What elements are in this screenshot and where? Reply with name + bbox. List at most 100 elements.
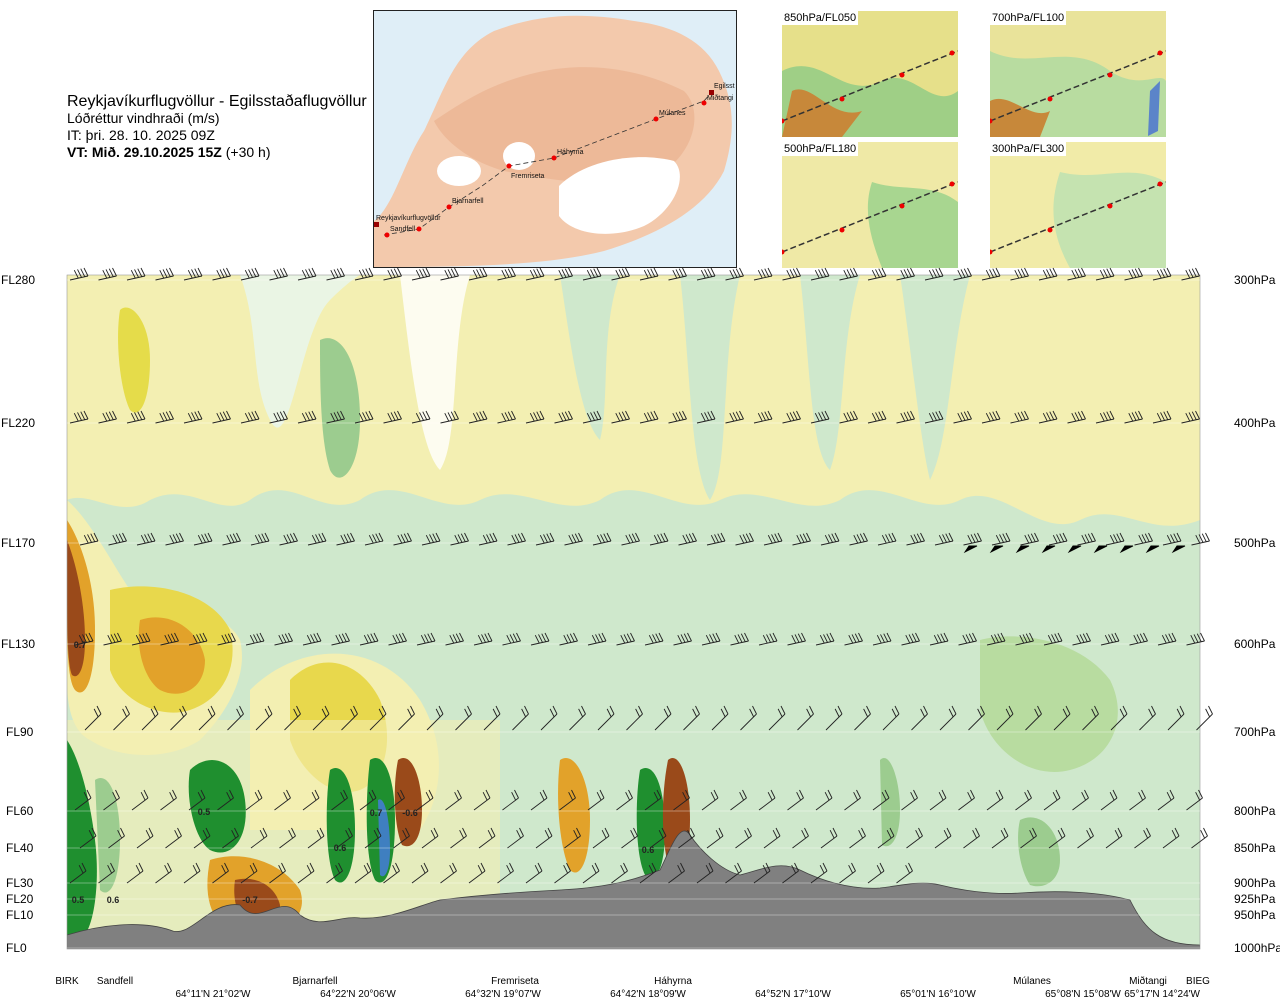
wind-barb-feather	[940, 633, 946, 642]
wind-barb-feather	[769, 633, 775, 642]
wind-barb-feather	[1143, 632, 1148, 642]
wind-barb-feather	[977, 532, 982, 542]
x-coord-label: 64°22'N 20°06'W	[320, 989, 396, 1000]
fl-label-fl280: FL280	[1, 273, 35, 287]
wind-barb-feather	[786, 412, 792, 422]
wind-barb-feather	[492, 532, 498, 542]
wind-barb-flag	[1171, 545, 1186, 554]
wind-barb-feather	[888, 533, 894, 542]
wind-barb-feather	[1002, 533, 1008, 542]
wind-barb-feather	[723, 705, 729, 715]
wind-barb-feather	[283, 791, 289, 801]
wind-barb-feather	[229, 789, 234, 799]
wind-barb-feather	[372, 534, 377, 543]
wind-barb-feather	[853, 791, 859, 801]
thumbnail-300hpa[interactable]: 300hPa/FL300	[990, 142, 1166, 268]
wind-barb-feather	[113, 633, 119, 642]
wind-barb-feather	[1196, 633, 1202, 642]
wind-barb-feather	[450, 268, 456, 277]
wind-barb	[297, 418, 317, 424]
x-name-label: Bjarnarfell	[292, 976, 337, 987]
wind-barb-feather	[534, 634, 540, 644]
thumbnail-500hpa[interactable]: 500hPa/FL180	[782, 142, 958, 268]
fl-label-fl170: FL170	[1, 536, 35, 550]
wind-barb-feather	[376, 827, 382, 837]
wind-barb-feather	[197, 410, 203, 420]
wind-barb-feather	[197, 267, 203, 277]
wind-barb	[160, 640, 179, 646]
wind-barb-feather	[1176, 708, 1182, 718]
wind-barb-feather	[963, 268, 969, 277]
wind-barb-feather	[174, 829, 180, 839]
wind-barb-feather	[732, 269, 738, 278]
wind-barb-feather	[140, 534, 146, 544]
wind-barb-feather	[305, 269, 310, 278]
wind-barb-feather	[906, 411, 912, 420]
wind-barb-feather	[345, 632, 350, 642]
wind-barb-feather	[630, 632, 635, 642]
wind-barb-feather	[415, 269, 421, 279]
thumbnail-700hpa[interactable]: 700hPa/FL100	[990, 11, 1166, 137]
wind-barb-feather	[1081, 534, 1087, 544]
wind-barb-feather	[1014, 412, 1020, 422]
wind-barb-feather	[373, 632, 379, 642]
wind-barb	[963, 540, 982, 546]
wind-barb-feather	[628, 534, 634, 543]
wind-barb-feather	[625, 791, 631, 801]
wind-barb-feather	[249, 634, 255, 644]
wind-barb-feather	[863, 708, 869, 718]
wind-barb	[98, 418, 117, 424]
wind-barb	[445, 640, 464, 646]
destination-marker	[709, 90, 714, 95]
wind-barb-feather	[546, 533, 552, 542]
wind-barb-feather	[643, 412, 649, 422]
wind-barb-feather	[87, 534, 92, 543]
wind-barb-feather	[801, 829, 807, 839]
wind-barb-feather	[450, 411, 456, 420]
wind-barb-feather	[1141, 534, 1147, 543]
wind-barb-feather	[910, 791, 916, 801]
wind-barb-feather	[675, 269, 681, 278]
x-name-label: BIRK	[55, 976, 79, 987]
wind-barb-feather	[476, 412, 481, 421]
wind-barb-feather	[283, 410, 288, 420]
wind-barb-feather	[422, 411, 428, 420]
wind-barb-feather	[533, 269, 538, 278]
x-coord-label: 64°52'N 17°10'W	[755, 989, 831, 1000]
wind-barb-feather	[977, 708, 983, 718]
wind-barb-feather	[371, 789, 377, 799]
wind-barb-feather	[88, 632, 94, 642]
wind-barb-feather	[1109, 791, 1115, 801]
wind-barb-feather	[918, 827, 923, 837]
wind-barb-feather	[1138, 267, 1143, 277]
wind-barb-feather	[140, 267, 146, 277]
wind-barb-feather	[1185, 269, 1191, 279]
pressure-label-900hpa: 900hPa	[1234, 876, 1276, 890]
wind-barb-feather	[630, 829, 636, 839]
wind-barb-feather	[462, 827, 467, 837]
wind-barb-feather	[145, 632, 151, 642]
wind-barb-feather	[858, 632, 863, 642]
wind-barb-feather	[717, 533, 723, 542]
wind-barb-feather	[335, 634, 341, 644]
wind-barb-feather	[407, 708, 413, 718]
wind-barb-feather	[604, 827, 610, 837]
wind-barb-feather	[234, 827, 239, 837]
wind-barb-feather	[167, 634, 173, 643]
wind-barb-feather	[677, 634, 683, 644]
wind-barb-feather	[1188, 269, 1194, 278]
wind-barb	[815, 640, 835, 646]
wind-barb-feather	[938, 410, 944, 420]
wind-barb-feather	[729, 412, 735, 422]
wind-barb-feather	[480, 862, 486, 872]
wind-barb	[896, 275, 915, 281]
wind-barb-feather	[801, 632, 806, 642]
x-coord-label: 65°08'N 15°08'W	[1045, 989, 1121, 1000]
wind-barb	[359, 640, 379, 646]
wind-barb-feather	[967, 410, 972, 420]
wind-barb-feather	[651, 862, 657, 872]
wind-barb-feather	[710, 410, 716, 420]
wind-barb-feather	[1139, 633, 1145, 642]
thumbnail-850hpa[interactable]: 850hPa/FL050	[782, 11, 958, 137]
